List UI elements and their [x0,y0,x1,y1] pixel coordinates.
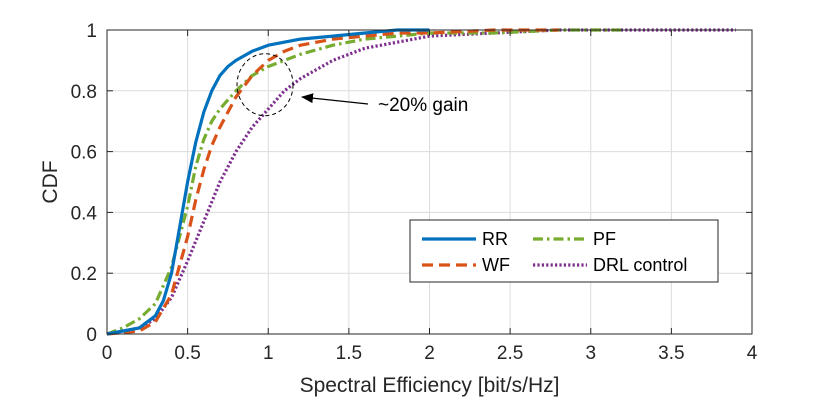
y-axis-label: CDF [39,160,62,203]
y-tick-label: 0.6 [71,143,97,164]
x-tick-label: 4 [747,343,758,364]
legend-label-pf: PF [593,229,616,249]
x-axis-label: Spectral Efficiency [bit/s/Hz] [300,374,560,397]
x-tick-label: 2.5 [497,343,523,364]
grid [106,29,753,335]
series-line-wf [106,28,559,336]
y-tick-label: 0.4 [71,203,98,224]
annotation-arrow [301,93,369,105]
y-tick-label: 1 [86,21,97,42]
annotation-text: ~20% gain [378,95,468,116]
y-tick-label: 0.2 [71,264,97,285]
x-tick-label: 3 [585,343,596,364]
x-tick-label: 1 [263,343,274,364]
annotation-circle [236,53,294,117]
x-tick-label: 0 [102,343,113,364]
legend-box [409,219,719,283]
x-tick-label: 3.5 [658,343,684,364]
x-tick-label: 2 [424,343,435,364]
legend-label-wf: WF [482,255,510,275]
y-tick-label: 0 [86,325,97,346]
legend-label-rr: RR [482,229,508,249]
legend-label-drl-control: DRL control [593,255,687,275]
series-line-drl-control [106,28,736,336]
series-line-rr [106,28,430,336]
ticks: 0 0.5 1 1.5 2 2.5 3 3.5 4 0 0.2 0.4 0.6 0.8 1 [71,21,758,364]
x-tick-label: 1.5 [336,343,362,364]
annotation: ~20% gain [236,53,468,117]
x-tick-label: 0.5 [174,343,200,364]
series-line-pf [106,28,623,336]
series-lines [106,28,736,336]
legend: RR PF WF DRL control [409,219,719,283]
y-tick-label: 0.8 [71,82,97,103]
